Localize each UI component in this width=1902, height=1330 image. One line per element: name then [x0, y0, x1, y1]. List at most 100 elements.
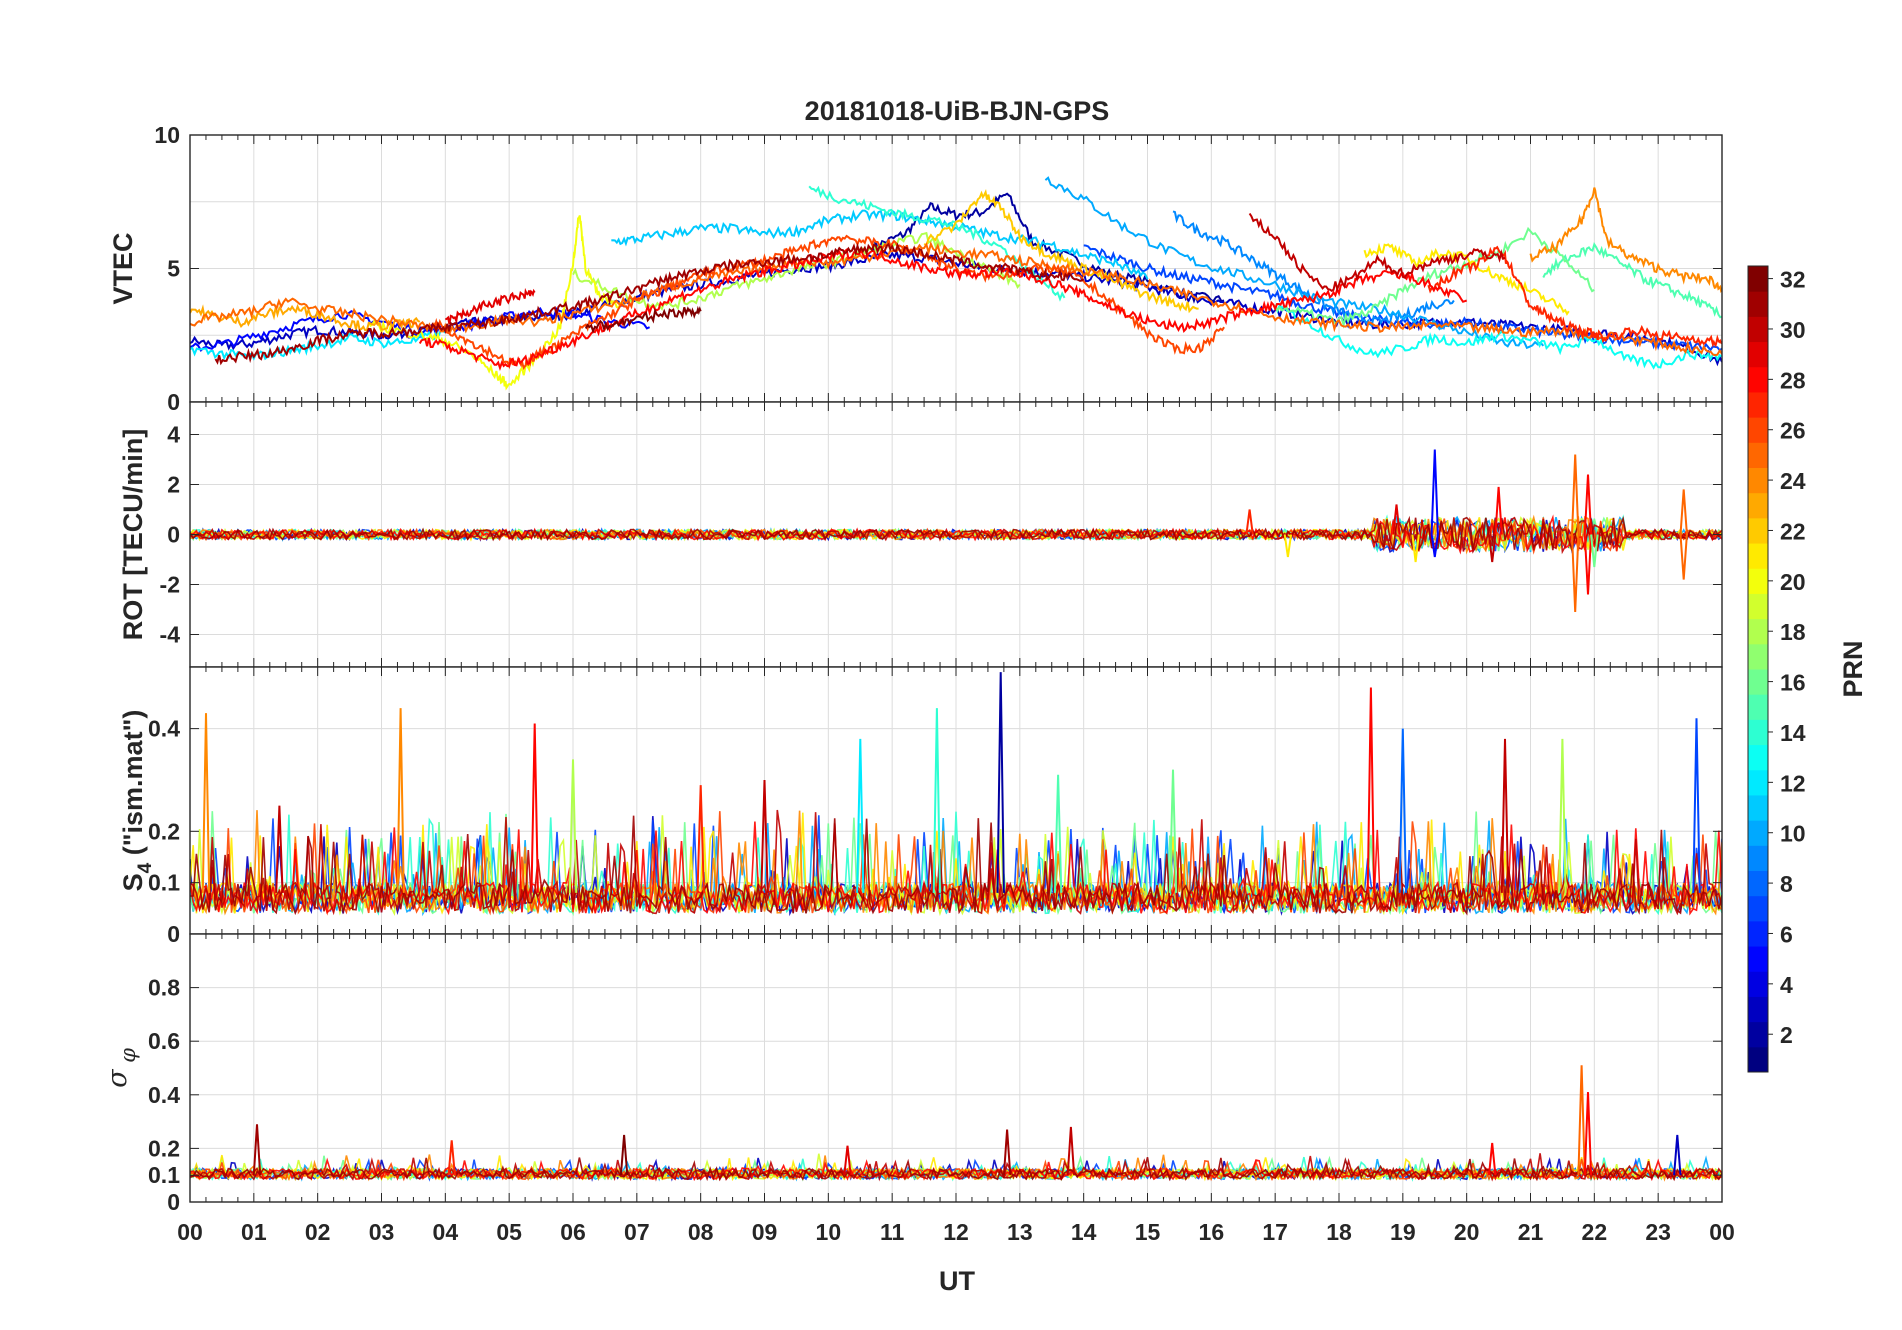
spike-mark [447, 1140, 456, 1176]
series-group [190, 449, 1722, 613]
colorbar-tick-label: 12 [1780, 770, 1806, 796]
colorbar-band [1748, 442, 1768, 468]
x-tick-label: 06 [560, 1219, 586, 1245]
colorbar-tick-label: 22 [1780, 518, 1806, 544]
spike-mark [1066, 1126, 1076, 1176]
colorbar-band [1748, 719, 1768, 746]
spike-mark [201, 713, 211, 893]
x-tick-label: 20 [1454, 1219, 1480, 1245]
y-tick-label: 0.2 [148, 818, 180, 844]
colorbar-band [1748, 492, 1768, 519]
y-tick-label: -2 [160, 572, 180, 598]
y-tick-label: 0 [167, 522, 180, 548]
colorbar-band [1748, 316, 1768, 343]
spike-mark [1430, 534, 1439, 558]
colorbar-tick-label: 20 [1780, 569, 1806, 595]
spike-mark [1398, 728, 1407, 893]
series-line-prn-30 [1248, 212, 1506, 293]
y-tick-label: 0 [167, 921, 180, 947]
spike-mark [1500, 738, 1510, 893]
colorbar-band [1748, 341, 1768, 368]
y-tick-label: 0.4 [148, 1082, 180, 1108]
colorbar-band [1748, 618, 1768, 645]
colorbar-band [1748, 870, 1768, 897]
spike-mark [530, 723, 539, 893]
chart-title: 20181018-UiB-BJN-GPS [805, 96, 1110, 126]
spike-mark [1488, 1142, 1497, 1176]
spike-mark [1494, 486, 1503, 535]
colorbar-band [1748, 694, 1768, 720]
y-axis-label: S4 ("ism.mat") [118, 710, 156, 892]
colorbar-band [1748, 1021, 1768, 1048]
y-tick-label: 0 [167, 389, 180, 415]
y-tick-label: 0.1 [148, 870, 180, 896]
y-tick-label: 0.6 [148, 1028, 180, 1054]
spike-mark [1577, 1065, 1586, 1176]
series-line-prn-12 [190, 328, 446, 361]
colorbar-tick-label: 6 [1780, 921, 1793, 947]
spike-mark [1245, 509, 1254, 535]
x-tick-label: 15 [1135, 1219, 1161, 1245]
spike-mark [843, 1145, 852, 1176]
spike-mark [1692, 718, 1701, 893]
series-group [190, 176, 1722, 391]
y-axis-label: ROT [TECU/min] [118, 429, 148, 640]
y-tick-label: -4 [160, 622, 181, 648]
spike-mark [1673, 1134, 1682, 1176]
spike-mark [1558, 738, 1567, 893]
series-line-prn-24 [1529, 187, 1722, 294]
colorbar-band [1748, 467, 1768, 494]
series-line-prn-29 [445, 287, 536, 325]
x-tick-label: 12 [943, 1219, 969, 1245]
x-axis: 00 01 02 03 04 05 06 07 08 09 10 11 12 13 14 15 16 17 18 19… [177, 1219, 1735, 1245]
spike-mark [1583, 1092, 1593, 1176]
x-tick-label: 22 [1582, 1219, 1608, 1245]
x-tick-label: 18 [1326, 1219, 1352, 1245]
spike-mark [1366, 687, 1376, 893]
y-axis-label: σ φ [102, 1048, 140, 1088]
colorbar-tick-label: 4 [1780, 972, 1793, 998]
y-tick-label: 0.4 [148, 716, 180, 742]
x-tick-label: 00 [177, 1219, 203, 1245]
x-tick-label: 21 [1518, 1219, 1544, 1245]
x-tick-label: 07 [624, 1219, 650, 1245]
x-tick-label: 14 [1071, 1219, 1097, 1245]
panel-s4: 0 0.1 0.2 0.4S4 ("ism.mat") [118, 666, 1723, 947]
spike-mark [252, 1124, 262, 1176]
colorbar-band [1748, 669, 1768, 695]
x-tick-label: 04 [433, 1219, 459, 1245]
colorbar-band [1748, 794, 1768, 821]
spike-mark [1392, 504, 1401, 535]
colorbar-label: PRN [1838, 640, 1868, 697]
series-line-prn-26 [431, 234, 1225, 371]
colorbar-tick-label: 10 [1780, 821, 1806, 847]
y-tick-label: 0.8 [148, 975, 180, 1001]
colorbar-band [1748, 568, 1768, 594]
series-line-prn-9 [1172, 210, 1455, 327]
x-tick-label: 03 [369, 1219, 395, 1245]
spike-mark [760, 779, 769, 893]
colorbar-band [1748, 769, 1768, 796]
spike-mark [1488, 534, 1497, 563]
x-tick-label: 00 [1709, 1219, 1735, 1245]
x-tick-label: 01 [241, 1219, 267, 1245]
colorbar-band [1748, 391, 1768, 418]
colorbar-tick-label: 8 [1780, 871, 1793, 897]
colorbar-frame [1747, 265, 1769, 1073]
spike-mark [275, 805, 284, 893]
panel-vtec: 0 5 10 VTEC [108, 122, 1723, 415]
spike-mark [1583, 474, 1593, 535]
series-line-prn-28 [418, 247, 1468, 371]
spike-mark [1679, 489, 1688, 535]
y-tick-label: 0 [167, 1189, 180, 1215]
series-line-prn-28 [190, 514, 1722, 555]
spike-mark [1053, 774, 1063, 893]
colorbar-tick-label: 30 [1780, 317, 1806, 343]
x-tick-label: 10 [816, 1219, 842, 1245]
colorbar-band [1748, 366, 1768, 393]
x-tick-label: 23 [1645, 1219, 1671, 1245]
colorbar-band [1748, 895, 1768, 922]
colorbar-band [1748, 845, 1768, 871]
colorbar-tick-label: 24 [1780, 468, 1806, 494]
colorbar-band [1748, 266, 1768, 292]
